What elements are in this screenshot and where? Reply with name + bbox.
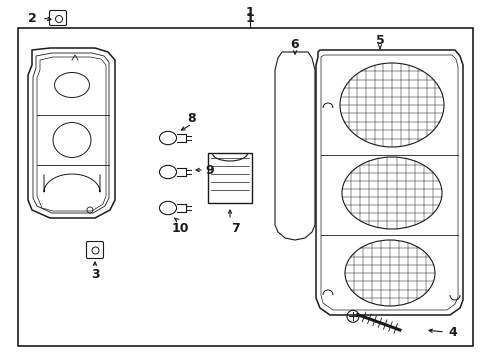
Text: 6: 6 (290, 37, 299, 50)
Text: 10: 10 (171, 221, 188, 234)
Text: 8: 8 (187, 112, 196, 125)
Text: 1: 1 (245, 6, 254, 19)
Bar (18, 28, 472, 346)
Text: 3: 3 (90, 269, 99, 282)
Bar (207, 153, 251, 203)
Text: 4: 4 (447, 325, 456, 338)
Text: 7: 7 (230, 221, 239, 234)
Text: 9: 9 (205, 163, 214, 176)
Text: 5: 5 (375, 33, 384, 46)
Text: 2: 2 (27, 12, 36, 24)
Text: 1: 1 (245, 12, 254, 24)
